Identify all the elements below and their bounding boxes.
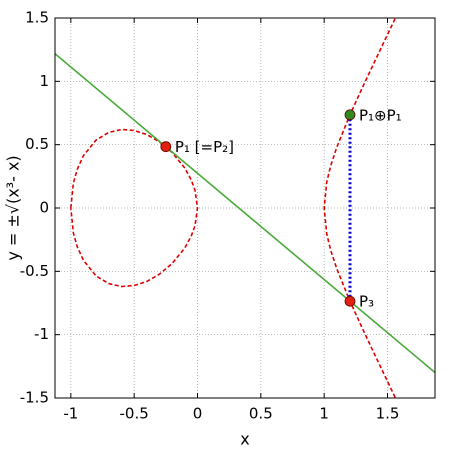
y-tick-label: 0.5 [25, 135, 49, 153]
y-tick-label: -1 [34, 325, 49, 343]
y-tick-label: -0.5 [20, 262, 49, 280]
x-tick-label: -1 [63, 405, 78, 423]
x-tick-label: 0.5 [249, 405, 273, 423]
y-tick-label: 1.5 [25, 9, 49, 27]
data-layer [55, 18, 435, 398]
point [160, 141, 172, 153]
x-tick-label: 0 [193, 405, 203, 423]
x-tick-label: 1 [319, 405, 329, 423]
y-tick-label: 1 [39, 72, 49, 90]
label-layer: -1 -0.5 0 0.5 1 1.5 -1.5 -1 -0.5 0 0.5 1 1.5 P₁ [=P₂]… [20, 9, 435, 423]
y-tick-label: -1.5 [20, 389, 49, 407]
curve-line [70, 18, 396, 398]
point-label: P₁ [=P₂] [175, 138, 234, 156]
x-tick-label: -0.5 [120, 405, 149, 423]
point-label: P₁⊕P₁ [359, 106, 402, 124]
y-tick-label: 0 [39, 199, 49, 217]
point [344, 295, 356, 307]
x-axis-label: x [240, 430, 249, 449]
x-tick-label: 1.5 [376, 405, 400, 423]
grid-layer [55, 17, 435, 399]
point [344, 109, 356, 121]
y-axis-label: y = ±√(x³- x) [4, 155, 23, 260]
curve-line [55, 53, 435, 374]
point-label: P₃ [359, 293, 374, 311]
